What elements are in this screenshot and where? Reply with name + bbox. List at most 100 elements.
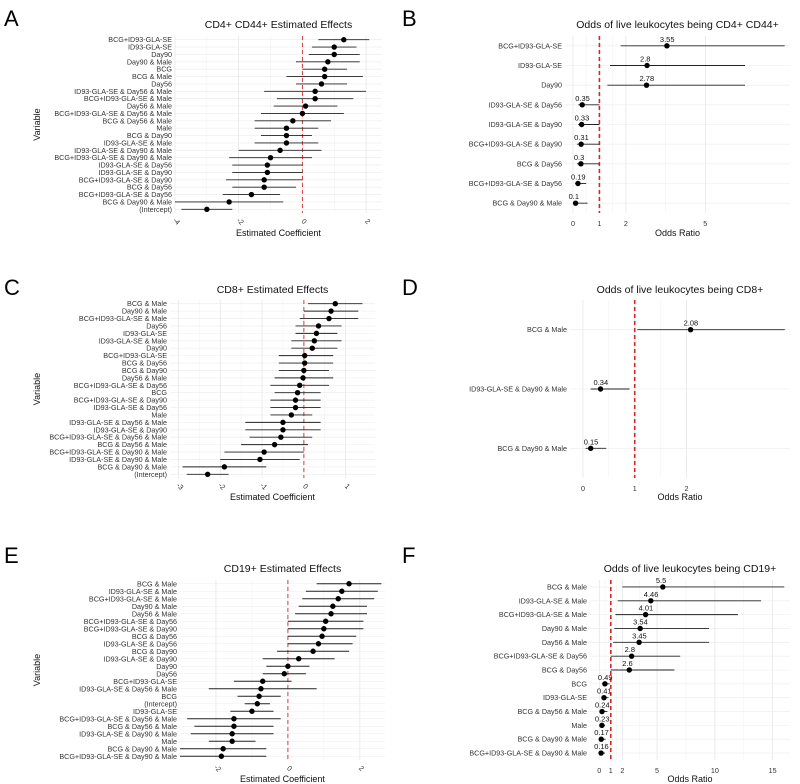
data-point-e — [330, 603, 336, 609]
x-axis-label-d: Odds Ratio — [657, 492, 702, 502]
category-label-b: BCG+ID93-GLA-SE — [498, 41, 562, 50]
category-label-c: BCG+ID93-GLA-SE & Day90 & Male — [49, 448, 167, 457]
category-label-f: BCG & Day56 — [542, 666, 587, 675]
data-point-f — [626, 667, 633, 673]
category-label-a: BCG & Day56 — [127, 183, 172, 192]
data-point-c — [257, 456, 263, 463]
category-label-a: ID93-GLA-SE & Day90 & Male — [74, 146, 172, 155]
category-label-a: BCG+ID93-GLA-SE & Day56 & Male — [54, 109, 172, 118]
value-label-f: 3.54 — [633, 617, 648, 626]
data-point-b — [664, 43, 670, 49]
category-label-a: BCG & Day90 — [127, 131, 172, 140]
x-tick-label-b: 1 — [597, 219, 601, 228]
data-point-c — [328, 308, 334, 314]
category-label-d: BCG & Male — [527, 325, 567, 334]
category-label-c: BCG+ID93-GLA-SE & Day56 & Male — [49, 433, 167, 442]
x-tick-label-a: -4 — [171, 216, 182, 227]
category-label-b: ID93-GLA-SE & Day90 — [488, 120, 562, 129]
data-point-f — [642, 611, 649, 618]
data-point-a — [264, 162, 271, 168]
category-label-f: BCG+ID93-GLA-SE & Day56 — [494, 652, 587, 661]
category-label-a: Day90 & Male — [127, 57, 172, 66]
category-label-c: ID93-GLA-SE & Day56 — [93, 403, 167, 412]
category-label-a: BCG & Day90 & Male — [102, 197, 172, 206]
data-point-e — [285, 663, 291, 669]
data-point-b — [575, 180, 581, 187]
x-tick-label-b: 0 — [571, 219, 575, 228]
category-label-e: Day56 & Male — [132, 609, 177, 618]
x-tick-label-f: 5 — [655, 766, 659, 775]
category-label-a: BCG+ID93-GLA-SE — [108, 35, 172, 44]
x-tick-label-c: -3 — [175, 481, 186, 492]
value-label-b: 0.35 — [575, 94, 590, 103]
x-tick-label-d: 0 — [581, 484, 585, 493]
data-point-c — [280, 419, 286, 426]
data-point-c — [302, 352, 308, 359]
panel-label-d: D — [402, 275, 418, 300]
category-label-e: BCG+ID93-GLA-SE & Day90 & Male — [59, 752, 177, 761]
category-label-a: Day90 — [151, 50, 172, 59]
data-point-e — [229, 738, 235, 744]
data-point-c — [221, 464, 228, 470]
data-point-b — [578, 121, 585, 128]
data-point-a — [290, 118, 296, 124]
x-tick-label-c: -2 — [217, 481, 228, 492]
data-point-a — [283, 140, 290, 146]
data-point-a — [325, 59, 331, 65]
data-point-e — [254, 701, 261, 707]
category-label-b: BCG+ID93-GLA-SE & Day56 — [469, 179, 562, 188]
category-label-e: BCG+ID93-GLA-SE & Male — [89, 594, 177, 603]
category-label-a: BCG+ID93-GLA-SE & Male — [84, 94, 172, 103]
category-label-f: ID93-GLA-SE — [543, 693, 587, 702]
category-label-c: Day56 — [146, 321, 167, 330]
panel-b: BCG+ID93-GLA-SE 3.55 ID93-GLA-SE 2.8 Day90 2.… — [469, 19, 790, 238]
x-tick-label-a: 0 — [300, 217, 309, 226]
value-label-d: 2.08 — [684, 319, 699, 328]
data-point-e — [310, 648, 316, 654]
category-label-a: BCG & Day56 & Male — [102, 116, 172, 125]
chart-title-e: CD19+ Estimated Effects — [224, 563, 341, 575]
category-label-c: (Intercept) — [134, 470, 167, 479]
value-label-f: 0.49 — [598, 673, 613, 682]
category-label-e: ID93-GLA-SE & Day90 & Male — [79, 729, 177, 738]
value-label-b: 0.1 — [569, 192, 579, 201]
category-label-f: BCG & Day90 & Male — [517, 735, 587, 744]
category-label-e: ID93-GLA-SE & Day56 & Male — [79, 684, 177, 693]
x-axis-label-e: Estimated Coefficient — [240, 774, 325, 784]
data-point-a — [226, 199, 232, 205]
data-point-e — [231, 723, 237, 729]
data-point-c — [271, 441, 278, 448]
data-point-c — [302, 360, 308, 366]
data-point-c — [315, 323, 322, 329]
data-point-e — [315, 641, 322, 647]
category-label-b: ID93-GLA-SE — [518, 61, 562, 70]
data-point-c — [326, 315, 332, 322]
category-label-b: ID93-GLA-SE & Day56 — [488, 100, 562, 109]
category-label-f: Male — [571, 721, 587, 730]
data-point-e — [281, 671, 287, 677]
chart-title-c: CD8+ Estimated Effects — [217, 284, 329, 296]
x-tick-label-b: 5 — [703, 219, 707, 228]
value-label-b: 3.55 — [660, 35, 675, 44]
data-point-f — [628, 653, 635, 659]
data-point-a — [248, 191, 255, 198]
data-point-d — [687, 326, 694, 333]
x-tick-label-a: -2 — [235, 216, 246, 227]
x-axis-label-c: Estimated Coefficient — [230, 492, 315, 502]
category-label-a: Male — [156, 124, 172, 133]
category-label-a: BCG+ID93-GLA-SE & Day90 — [79, 175, 172, 184]
category-label-e: Male — [161, 737, 177, 746]
category-label-e: BCG & Day56 & Male — [107, 722, 177, 731]
value-label-f: 0.41 — [597, 687, 612, 696]
value-label-b: 0.3 — [574, 153, 584, 162]
data-point-c — [294, 390, 301, 396]
data-point-a — [321, 66, 328, 72]
data-point-e — [339, 588, 345, 594]
category-label-c: ID93-GLA-SE & Day90 — [93, 425, 167, 434]
category-label-e: BCG & Day56 — [132, 632, 177, 641]
category-label-e: BCG+ID93-GLA-SE & Day56 — [84, 617, 177, 626]
panel-f: BCG & Male 5.5 ID93-GLA-SE & Male 4.46 BCG+I… — [469, 563, 790, 784]
